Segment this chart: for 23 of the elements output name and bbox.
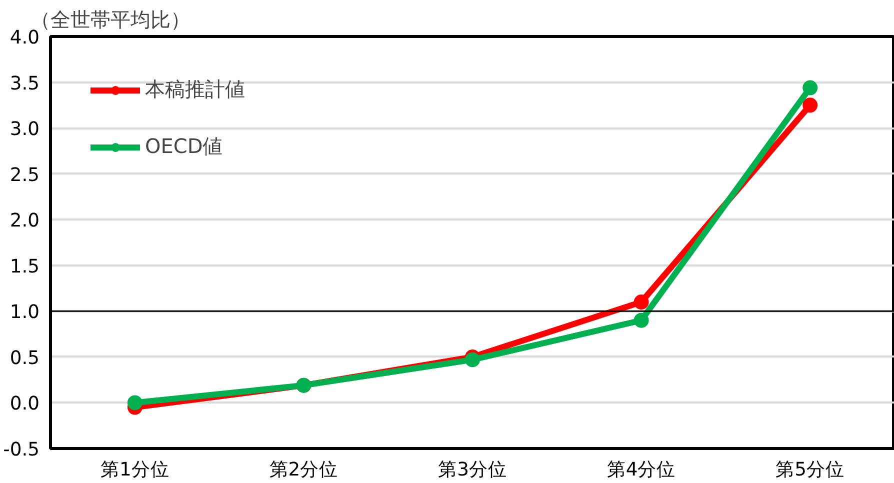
x-tick-label: 第3分位 (438, 460, 507, 480)
point (127, 395, 142, 410)
y-tick-label: 1.5 (10, 256, 40, 278)
point (634, 312, 649, 328)
x-tick-label: 第2分位 (269, 460, 338, 480)
y-tick-label: 2.5 (10, 164, 40, 186)
legend-label: OECD値 (145, 133, 223, 160)
x-tick-label: 第4分位 (606, 460, 676, 480)
y-tick-label: 0.0 (10, 394, 40, 415)
point (465, 352, 480, 368)
point (802, 80, 818, 96)
y-tick-label: 0.5 (10, 348, 40, 369)
x-tick-label: 第1分位 (100, 460, 170, 480)
y-tick-label: 2.0 (10, 210, 40, 232)
y-tick-label: 1.0 (10, 302, 40, 324)
x-tick-label: 第5分位 (776, 460, 845, 480)
y-tick-label: 4.0 (10, 28, 40, 48)
y-tick-label: 3.5 (10, 73, 40, 94)
point (634, 294, 649, 310)
legend-label: 本稿推計値 (145, 76, 245, 103)
point (802, 98, 818, 113)
y-tick-label: -0.5 (3, 440, 40, 460)
y-tick-label: 3.0 (10, 119, 40, 140)
